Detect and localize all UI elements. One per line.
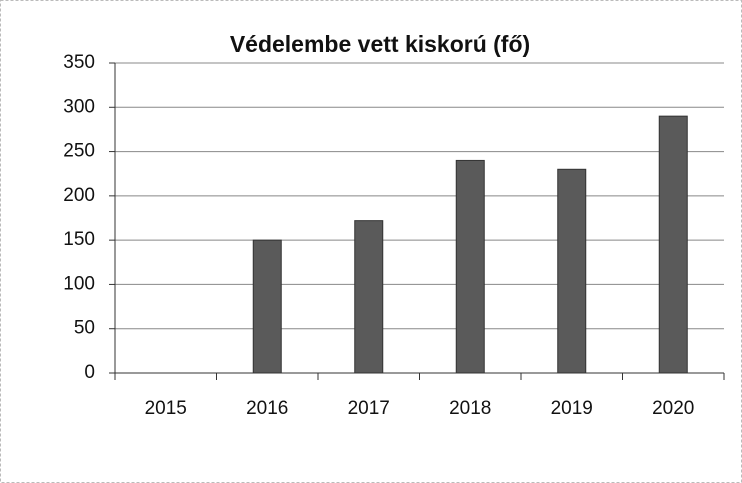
bar [354,220,384,374]
x-tick-label: 2018 [449,398,491,419]
bar [252,239,282,374]
x-tick-label: 2015 [145,398,187,419]
x-tick-label: 2020 [652,398,694,419]
y-tick-label: 250 [63,141,95,162]
y-tick-label: 350 [63,52,95,73]
y-tick-label: 100 [63,273,95,294]
y-tick-label: 0 [84,362,95,383]
y-tick-label: 200 [63,185,95,206]
x-tick-label: 2017 [348,398,390,419]
y-tick-label: 150 [63,229,95,250]
bar [557,168,587,374]
bar [455,159,485,374]
x-tick-label: 2019 [551,398,593,419]
x-tick-label: 2016 [246,398,288,419]
y-tick-label: 50 [74,318,95,339]
y-tick-label: 300 [63,96,95,117]
chart-title: Védelembe vett kiskorú (fő) [230,31,530,57]
bar [658,115,688,374]
